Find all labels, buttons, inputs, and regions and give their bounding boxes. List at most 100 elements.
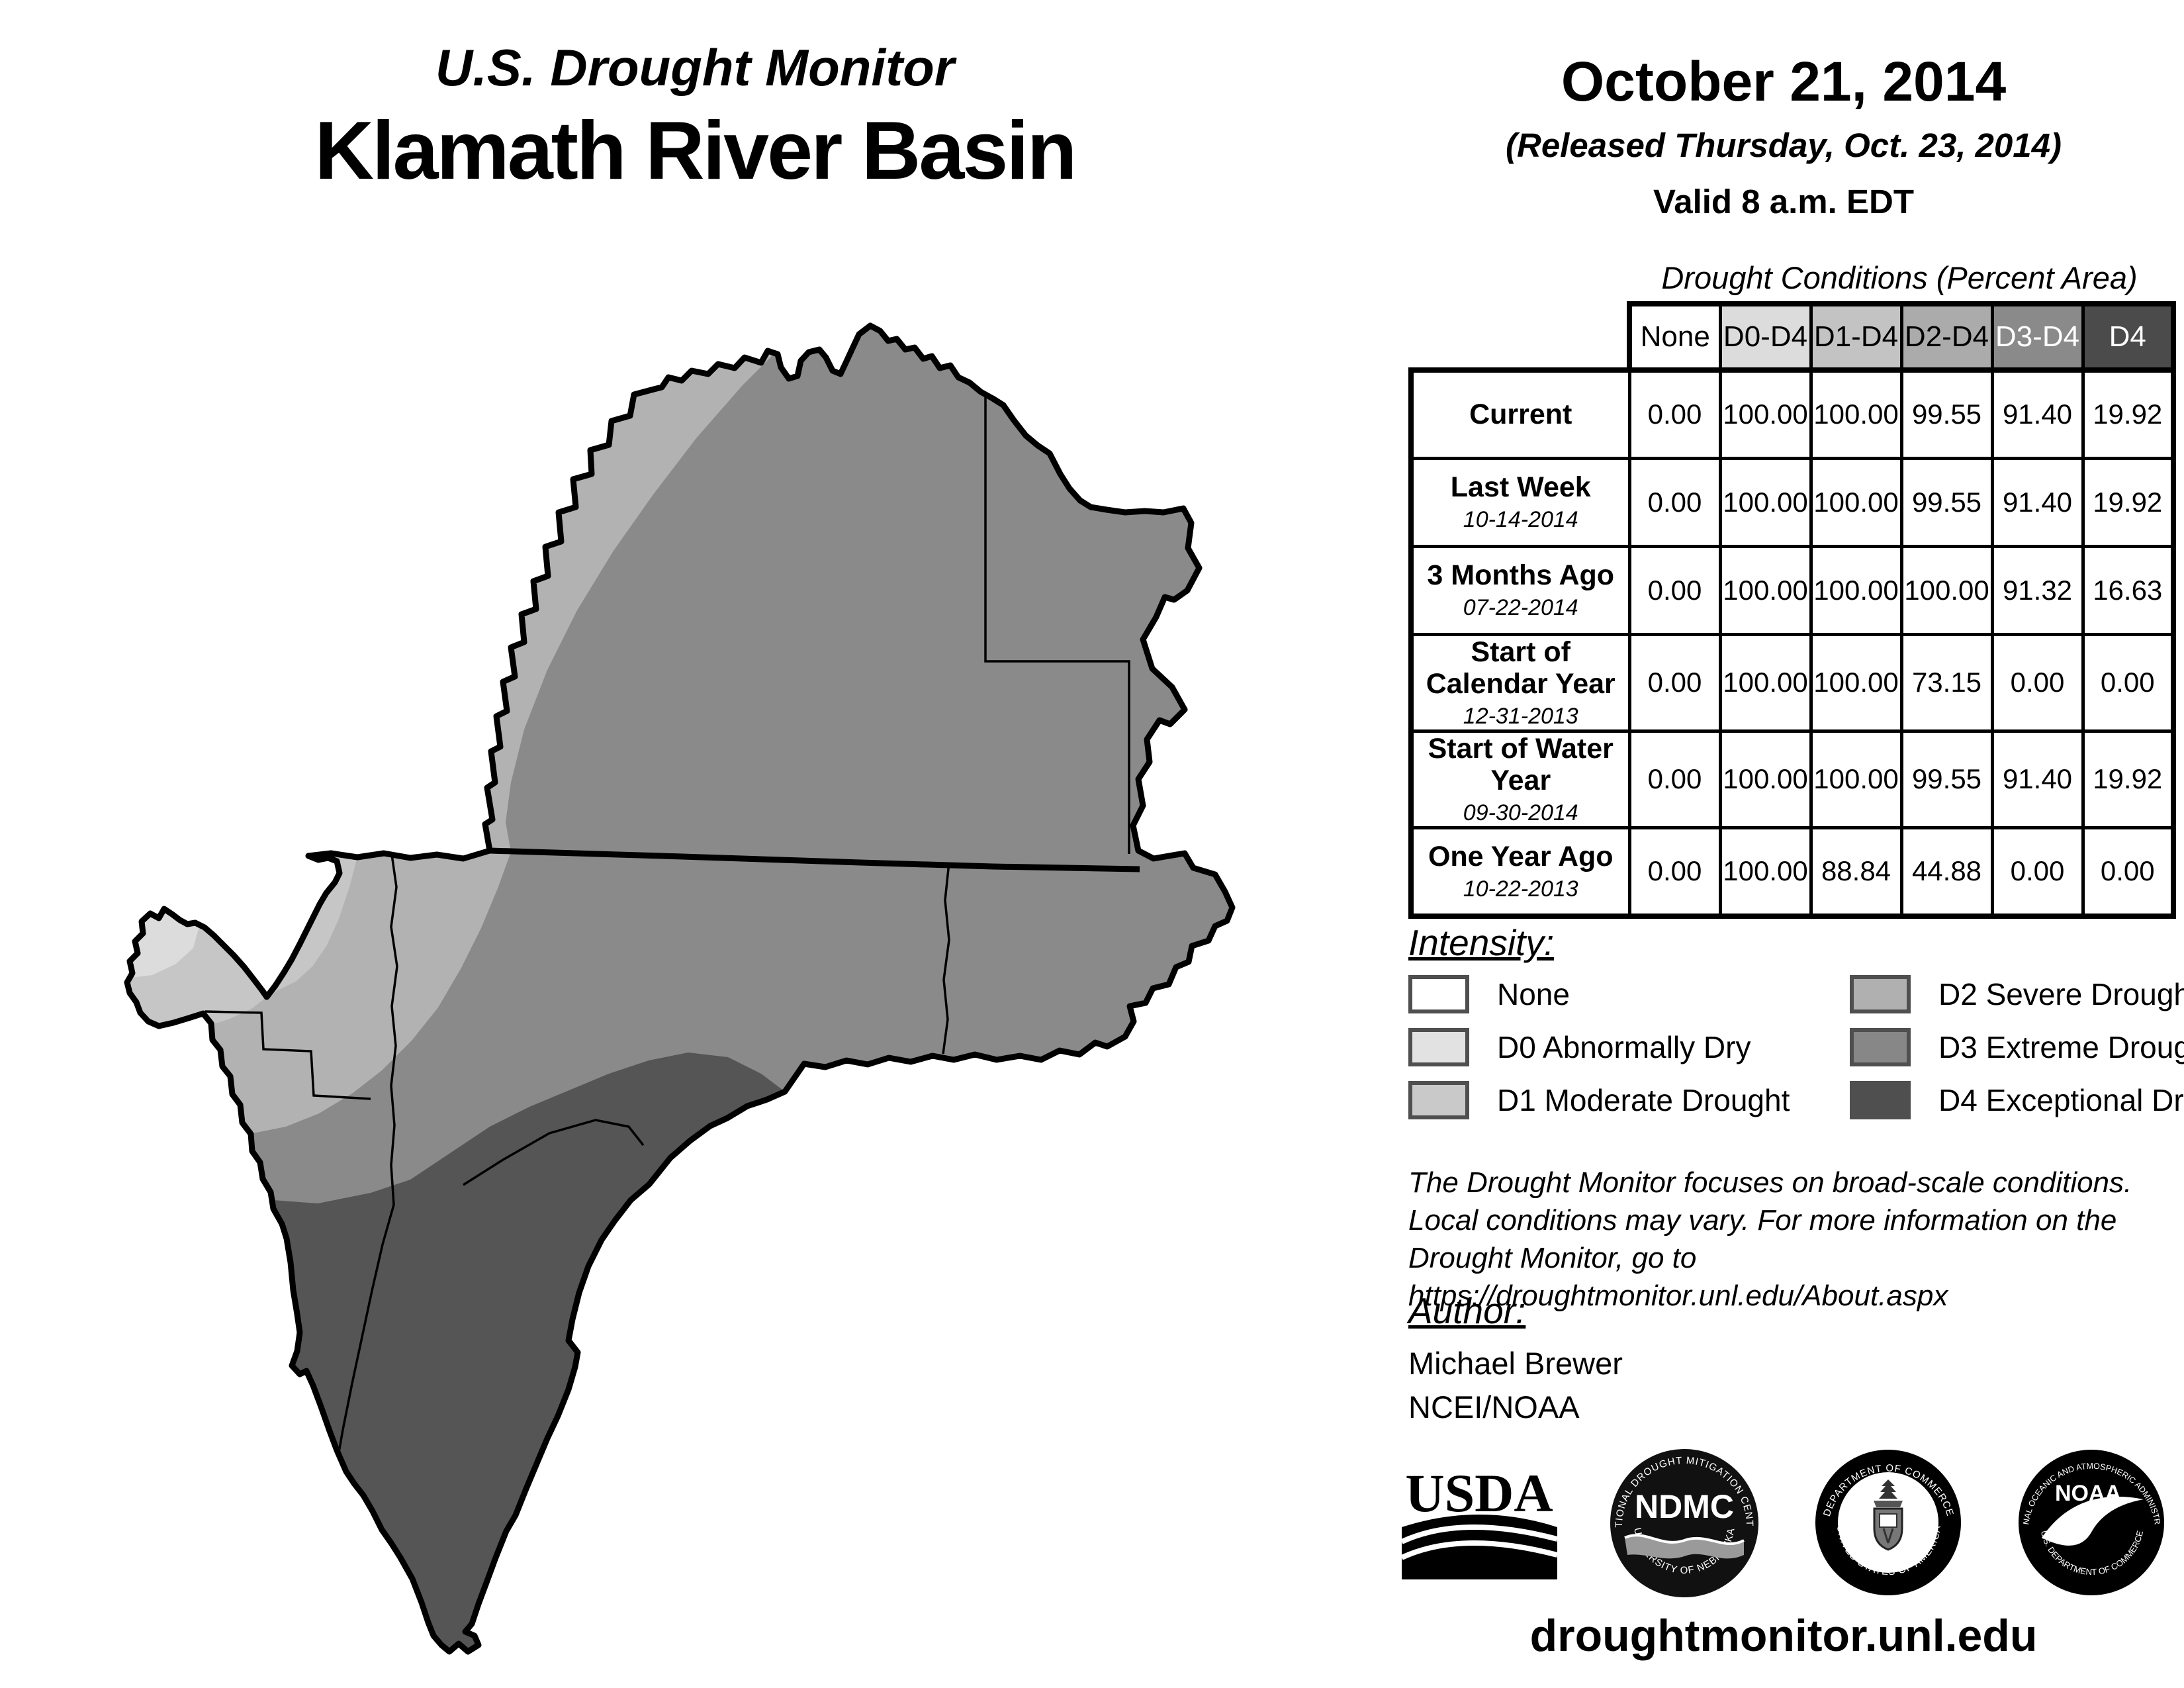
value-cell: 0.00: [1627, 826, 1722, 919]
row-date: 12-31-2013: [1463, 703, 1578, 729]
page-title: Klamath River Basin: [314, 105, 1077, 197]
row-date: 10-22-2013: [1463, 876, 1578, 902]
value-cell: 100.00: [1809, 367, 1903, 460]
value-cell: 91.40: [1990, 367, 2085, 460]
author-org: NCEI/NOAA: [1408, 1389, 1580, 1425]
row-label: Start of Calendar Year 12-31-2013: [1408, 632, 1631, 733]
legend-label-d3: D3 Extreme Drought: [1938, 1030, 2184, 1064]
legend-label-d2: D2 Severe Drought: [1938, 977, 2184, 1011]
row-label: 3 Months Ago 07-22-2014: [1408, 544, 1631, 636]
value-cell: 73.15: [1899, 632, 1994, 733]
row-label: One Year Ago 10-22-2013: [1408, 826, 1631, 919]
value-cell: 19.92: [2081, 367, 2176, 460]
disclaimer-line: The Drought Monitor focuses on broad-sca…: [1408, 1166, 2132, 1199]
intensity-legend: None D0 Abnormally Dry D1 Moderate Drought…: [1408, 968, 2184, 1127]
legend-swatch-d1: [1408, 1081, 1469, 1119]
valid-time: Valid 8 a.m. EDT: [1653, 183, 1914, 220]
value-cell: 0.00: [1990, 632, 2085, 733]
value-cell: 91.40: [1990, 729, 2085, 830]
table-row: One Year Ago 10-22-2013 0.00 100.00 88.84 44.…: [1408, 826, 2176, 919]
legend-label-d0: D0 Abnormally Dry: [1497, 1030, 1751, 1064]
usda-wordmark: USDA: [1405, 1464, 1553, 1523]
value-cell: 99.55: [1899, 729, 1994, 830]
column-header-d3-d4: D3-D4: [1990, 301, 2085, 372]
released-date: (Released Thursday, Oct. 23, 2014): [1506, 126, 2062, 164]
value-cell: 100.00: [1809, 544, 1903, 636]
value-cell: 88.84: [1809, 826, 1903, 919]
date-block: October 21, 2014 (Released Thursday, Oct…: [1383, 50, 2184, 221]
value-cell: 0.00: [1627, 544, 1722, 636]
value-cell: 100.00: [1718, 456, 1813, 548]
column-header-none: None: [1627, 301, 1722, 372]
table-row: 3 Months Ago 07-22-2014 0.00 100.00 100.00 10…: [1408, 544, 2176, 636]
intensity-heading: Intensity:: [1408, 922, 1555, 963]
author-heading: Author:: [1408, 1290, 1526, 1331]
site-url: droughtmonitor.unl.edu: [1529, 1611, 2038, 1661]
noaa-logo: NATIONAL OCEANIC AND ATMOSPHERIC ADMINIS…: [2014, 1445, 2164, 1595]
column-header-d4: D4: [2081, 301, 2176, 372]
value-cell: 100.00: [1718, 544, 1813, 636]
legend-item-d3: D3 Extreme Drought: [1850, 1021, 2184, 1074]
row-label: Last Week 10-14-2014: [1408, 456, 1631, 548]
legend-swatch-none: [1408, 975, 1469, 1013]
legend-label-none: None: [1497, 977, 1570, 1011]
author-name: Michael Brewer: [1408, 1346, 1623, 1381]
legend-item-none: None: [1408, 968, 1850, 1021]
value-cell: 0.00: [1627, 367, 1722, 460]
drought-conditions-table: None D0-D4 D1-D4 D2-D4 D3-D4 D4 Current 0.00 10…: [1408, 301, 2176, 919]
table-corner-cell: [1411, 304, 1629, 370]
usda-logo: USDA: [1402, 1464, 1557, 1579]
report-subtitle: U.S. Drought Monitor: [435, 38, 955, 97]
disclaimer-line: Local conditions may vary. For more info…: [1408, 1204, 2117, 1237]
value-cell: 100.00: [1809, 456, 1903, 548]
table-header-row: None D0-D4 D1-D4 D2-D4 D3-D4 D4: [1411, 301, 2176, 372]
value-cell: 19.92: [2081, 729, 2176, 830]
klamath-basin-drought-map: [124, 322, 1236, 1655]
state-boundary-line: [489, 847, 1140, 872]
value-cell: 0.00: [2081, 632, 2176, 733]
value-cell: 44.88: [1899, 826, 1994, 919]
doc-seal-logo: DEPARTMENT OF COMMERCE UNITED STATES OF …: [1815, 1450, 1962, 1595]
value-cell: 0.00: [1627, 729, 1722, 830]
legend-swatch-d2: [1850, 975, 1911, 1013]
legend-item-d4: D4 Exceptional Drought: [1850, 1074, 2184, 1127]
ndmc-wordmark: NDMC: [1635, 1488, 1734, 1525]
legend-item-d2: D2 Severe Drought: [1850, 968, 2184, 1021]
value-cell: 100.00: [1718, 632, 1813, 733]
legend-swatch-d4: [1850, 1081, 1911, 1119]
value-cell: 0.00: [1627, 632, 1722, 733]
value-cell: 0.00: [2081, 826, 2176, 919]
logo-row: USDA NATIONAL DROUGHT MITIGATION CENTER …: [1402, 1442, 2169, 1604]
value-cell: 100.00: [1718, 367, 1813, 460]
column-header-d2-d4: D2-D4: [1899, 301, 1994, 372]
county-boundaries: [205, 396, 1130, 1472]
value-cell: 91.32: [1990, 544, 2085, 636]
legend-item-d1: D1 Moderate Drought: [1408, 1074, 1850, 1127]
value-cell: 100.00: [1899, 544, 1994, 636]
ndmc-logo: NATIONAL DROUGHT MITIGATION CENTER UNIVE…: [1605, 1444, 1758, 1597]
value-cell: 19.92: [2081, 456, 2176, 548]
row-label: Start of Water Year 09-30-2014: [1408, 729, 1631, 830]
value-cell: 16.63: [2081, 544, 2176, 636]
value-cell: 99.55: [1899, 456, 1994, 548]
value-cell: 91.40: [1990, 456, 2085, 548]
row-date: 10-14-2014: [1463, 507, 1578, 533]
legend-swatch-d3: [1850, 1028, 1911, 1066]
legend-label-d4: D4 Exceptional Drought: [1938, 1083, 2184, 1117]
row-date: 09-30-2014: [1463, 800, 1578, 826]
value-cell: 100.00: [1809, 729, 1903, 830]
value-cell: 99.55: [1899, 367, 1994, 460]
noaa-bird-shape: [2041, 1496, 2144, 1546]
basin-outline: [124, 322, 1236, 1655]
doc-eagle-art: [1873, 1479, 1903, 1551]
legend-label-d1: D1 Moderate Drought: [1497, 1083, 1790, 1117]
title-block: U.S. Drought Monitor Klamath River Basin: [165, 38, 1224, 197]
column-header-d1-d4: D1-D4: [1809, 301, 1903, 372]
value-cell: 0.00: [1627, 456, 1722, 548]
disclaimer-line: Drought Monitor, go to https://droughtmo…: [1408, 1242, 1948, 1312]
table-row: Start of Calendar Year 12-31-2013 0.00 100.…: [1408, 632, 2176, 733]
table-row: Current 0.00 100.00 100.00 99.55 91.40 19.92: [1408, 367, 2176, 460]
column-header-d0-d4: D0-D4: [1718, 301, 1813, 372]
value-cell: 0.00: [1990, 826, 2085, 919]
row-label: Current: [1408, 367, 1631, 460]
